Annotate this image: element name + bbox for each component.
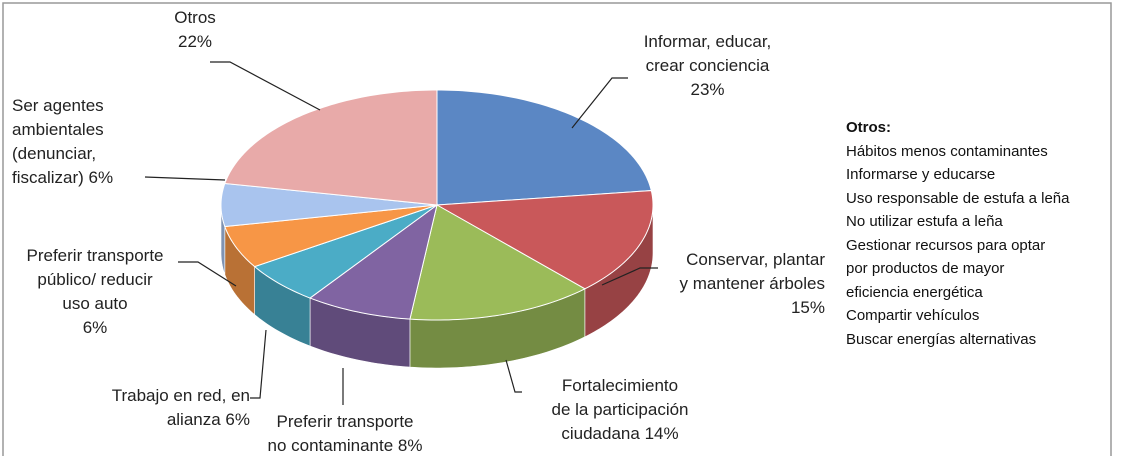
note-item: Hábitos menos contaminantes bbox=[846, 142, 1048, 160]
slice bbox=[224, 89, 438, 206]
slice-label: Preferir transporte público/ reducir uso… bbox=[5, 244, 185, 340]
slice bbox=[253, 204, 438, 299]
value-label: 8% bbox=[397, 436, 423, 455]
note-item: Buscar energías alternativas bbox=[846, 330, 1037, 348]
value-label: 6% bbox=[88, 168, 114, 187]
note-item: Gestionar recursos para optar bbox=[846, 236, 1046, 254]
notes: Otros: Hábitos menos contaminantes Inform… bbox=[846, 116, 1069, 351]
value-label: 6% bbox=[82, 318, 108, 337]
category-label: Informar, educar, crear conciencia bbox=[643, 32, 772, 75]
note-item: por productos de mayor bbox=[846, 260, 1005, 277]
category-label: Ser agentes ambientales (denunciar, fisc… bbox=[12, 96, 104, 187]
category-label: Trabajo en red, en alianza bbox=[111, 386, 250, 429]
slice bbox=[435, 190, 654, 290]
leader-line bbox=[571, 77, 628, 129]
slice-label: Preferir transporte no contaminante 8% bbox=[255, 410, 435, 456]
notes-title: Otros: bbox=[846, 119, 891, 136]
slice-label: Trabajo en red, en alianza 6% bbox=[60, 384, 250, 432]
slice bbox=[224, 204, 438, 268]
slice-label: Conservar, plantar y mantener árboles 15% bbox=[655, 248, 825, 320]
slice-label: Otros 22% bbox=[150, 6, 240, 54]
category-label: Fortalecimiento de la participación ciud… bbox=[551, 376, 689, 443]
slice bbox=[308, 203, 438, 320]
slice bbox=[409, 204, 586, 321]
value-label: 23% bbox=[690, 80, 725, 99]
note-item: eficiencia energética bbox=[846, 283, 983, 301]
value-label: 6% bbox=[225, 410, 250, 429]
leader-line bbox=[250, 329, 267, 399]
leader-line bbox=[178, 261, 237, 287]
leader-line bbox=[210, 61, 321, 111]
slice-label: Ser agentes ambientales (denunciar, fisc… bbox=[12, 94, 172, 190]
value-label: 22% bbox=[177, 32, 213, 51]
leader-line bbox=[505, 359, 522, 393]
category-label: Preferir transporte no contaminante bbox=[267, 412, 414, 455]
slice bbox=[436, 89, 652, 206]
note-item: Uso responsable de estufa a leña bbox=[846, 189, 1070, 207]
leader-line bbox=[144, 176, 226, 181]
note-item: Informarse y educarse bbox=[846, 166, 996, 183]
value-label: 15% bbox=[790, 298, 825, 317]
slice bbox=[220, 182, 438, 228]
leader-line bbox=[601, 267, 658, 286]
slice-label: Informar, educar, crear conciencia 23% bbox=[615, 30, 800, 102]
note-item: No utilizar estufa a leña bbox=[846, 213, 1003, 230]
category-label: Conservar, plantar y mantener árboles bbox=[679, 250, 825, 293]
value-label: 14% bbox=[644, 424, 679, 443]
category-label: Preferir transporte público/ reducir uso… bbox=[26, 246, 164, 313]
category-label: Otros bbox=[174, 8, 216, 27]
note-item: Compartir vehículos bbox=[846, 307, 980, 324]
slice-label: Fortalecimiento de la participación ciud… bbox=[525, 374, 715, 446]
